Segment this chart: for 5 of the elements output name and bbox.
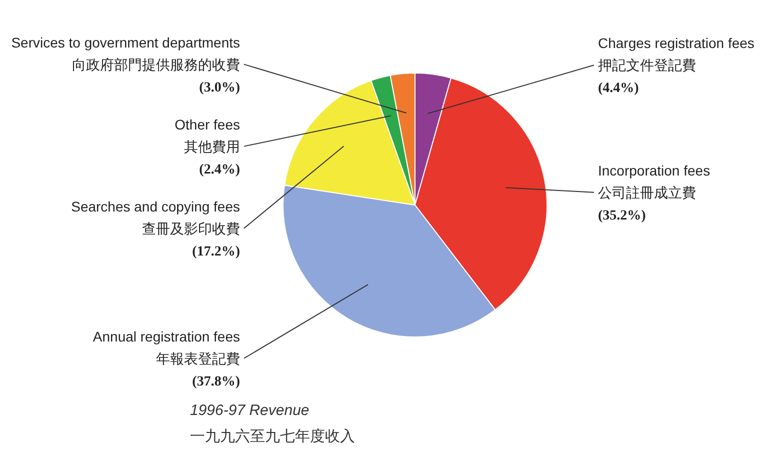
pie-slice xyxy=(414,78,548,310)
pie-slice xyxy=(284,80,416,206)
text: 1996-97 Revenue xyxy=(190,402,310,419)
pie-slice xyxy=(282,184,496,338)
text: 一九九六至九七年度收入 xyxy=(190,428,355,445)
